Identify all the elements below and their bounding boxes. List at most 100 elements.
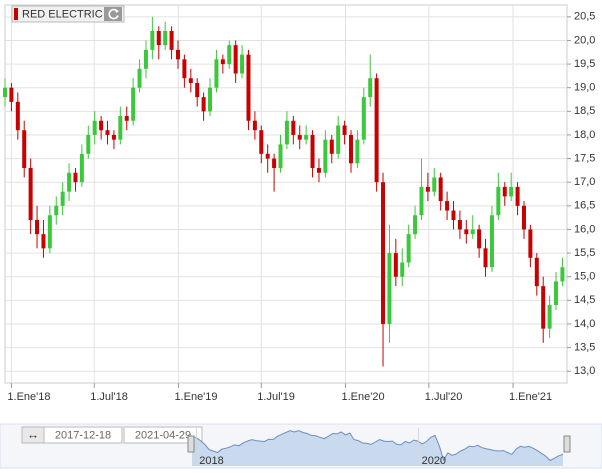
navigator-area: [192, 430, 563, 466]
candle-body: [35, 219, 40, 235]
candle-body: [79, 153, 84, 183]
candle-body: [214, 59, 219, 88]
candle-body: [175, 49, 180, 60]
candle-body: [86, 134, 91, 154]
candle-body: [163, 30, 168, 46]
y-tick-label: 16,5: [574, 200, 595, 212]
candle-body: [483, 248, 488, 268]
candle-body: [381, 182, 386, 324]
candle-body: [137, 68, 142, 88]
candle-body: [15, 101, 20, 131]
grid: [5, 5, 567, 383]
candle-body: [304, 134, 309, 140]
title-marker: [14, 8, 18, 20]
refresh-arrow: [115, 9, 119, 13]
y-tick-label: 18,5: [574, 105, 595, 117]
title-frame: [11, 5, 125, 23]
end-input[interactable]: [123, 426, 203, 444]
candle-body: [259, 130, 264, 154]
x-tick-label: 1.Jul'19: [257, 391, 295, 403]
candle-body: [252, 120, 257, 131]
y-tick-label: 17,5: [574, 152, 595, 164]
x-tick-label: 1.Ene'18: [7, 391, 50, 403]
candle-body: [451, 210, 456, 220]
candle-body: [111, 134, 116, 140]
candle-body: [22, 130, 27, 169]
candle-body: [246, 54, 251, 121]
candle-body: [201, 97, 206, 112]
candle-body: [445, 201, 450, 211]
candle-body: [227, 45, 232, 65]
y-tick-label: 15,0: [574, 271, 595, 283]
candle-body: [432, 177, 437, 192]
candle-body: [477, 229, 482, 249]
candle-body: [342, 125, 347, 135]
candle-body: [554, 281, 559, 306]
y-tick-label: 16,0: [574, 223, 595, 235]
candle-body: [464, 229, 469, 235]
x-tick-label: 1.Ene'21: [509, 391, 552, 403]
candle-body: [240, 54, 245, 74]
candle-body: [560, 267, 565, 282]
candle-body: [374, 78, 379, 183]
candle-body: [105, 130, 110, 135]
candle-body: [413, 215, 418, 235]
candle-body: [502, 186, 507, 197]
y-tick-label: 19,5: [574, 58, 595, 70]
end-date: 2021-04-29: [135, 429, 191, 441]
candle-body: [534, 257, 539, 287]
title-box[interactable]: RED ELECTRIC: [11, 5, 125, 23]
navigator-handle-left[interactable]: [187, 435, 195, 453]
candle-body: [60, 191, 65, 206]
candle-body: [521, 205, 526, 230]
candle-body: [156, 30, 161, 46]
candle-body: [393, 253, 398, 277]
candle-body: [361, 97, 366, 140]
y-tick-label: 15,5: [574, 247, 595, 259]
candle-body: [297, 134, 302, 140]
navigator-handle-right[interactable]: [563, 435, 571, 453]
navigator-line: [191, 430, 564, 462]
candle-body: [291, 120, 296, 135]
y-tick-label: 19,0: [574, 82, 595, 94]
candle-body: [67, 172, 72, 192]
candle-body: [387, 253, 392, 324]
x-tick-label: 1.Ene'19: [174, 391, 217, 403]
candle-body: [329, 139, 334, 154]
candle-body: [143, 49, 148, 69]
candle-body: [28, 168, 33, 220]
x-tick-label: 1.Jul'20: [425, 391, 463, 403]
candle-body: [406, 234, 411, 263]
navigator-tick-label: 2018: [199, 455, 223, 467]
candle-body: [47, 215, 52, 249]
start-date: 2017-12-18: [55, 429, 111, 441]
range-arrow: ↔: [27, 428, 39, 442]
candle-body: [41, 234, 46, 249]
candle-body: [272, 158, 277, 169]
candle-body: [316, 168, 321, 173]
candle-body: [220, 59, 225, 65]
start-input[interactable]: [43, 426, 123, 444]
navigator-tick-label: 2020: [422, 455, 446, 467]
candle-body: [457, 219, 462, 230]
candle-body: [489, 215, 494, 268]
candle-body: [310, 134, 315, 169]
candle-body: [188, 78, 193, 83]
candle-body: [131, 87, 136, 121]
y-tick-label: 17,0: [574, 176, 595, 188]
candle-body: [348, 134, 353, 164]
refresh-icon: [108, 8, 119, 20]
candle-body: [99, 120, 104, 131]
candle-body: [208, 87, 213, 112]
candle-body: [92, 120, 97, 135]
candle-body: [547, 305, 552, 329]
chart-title: RED ELECTRIC: [22, 8, 103, 20]
candle-body: [368, 78, 373, 98]
candle-body: [528, 229, 533, 258]
candle-body: [284, 120, 289, 145]
navigator: ↔ 2017-12-18 2021-04-29 2018 2020: [0, 423, 602, 469]
x-tick-label: 1.Ene'20: [341, 391, 384, 403]
y-tick-label: 13,0: [574, 365, 595, 377]
